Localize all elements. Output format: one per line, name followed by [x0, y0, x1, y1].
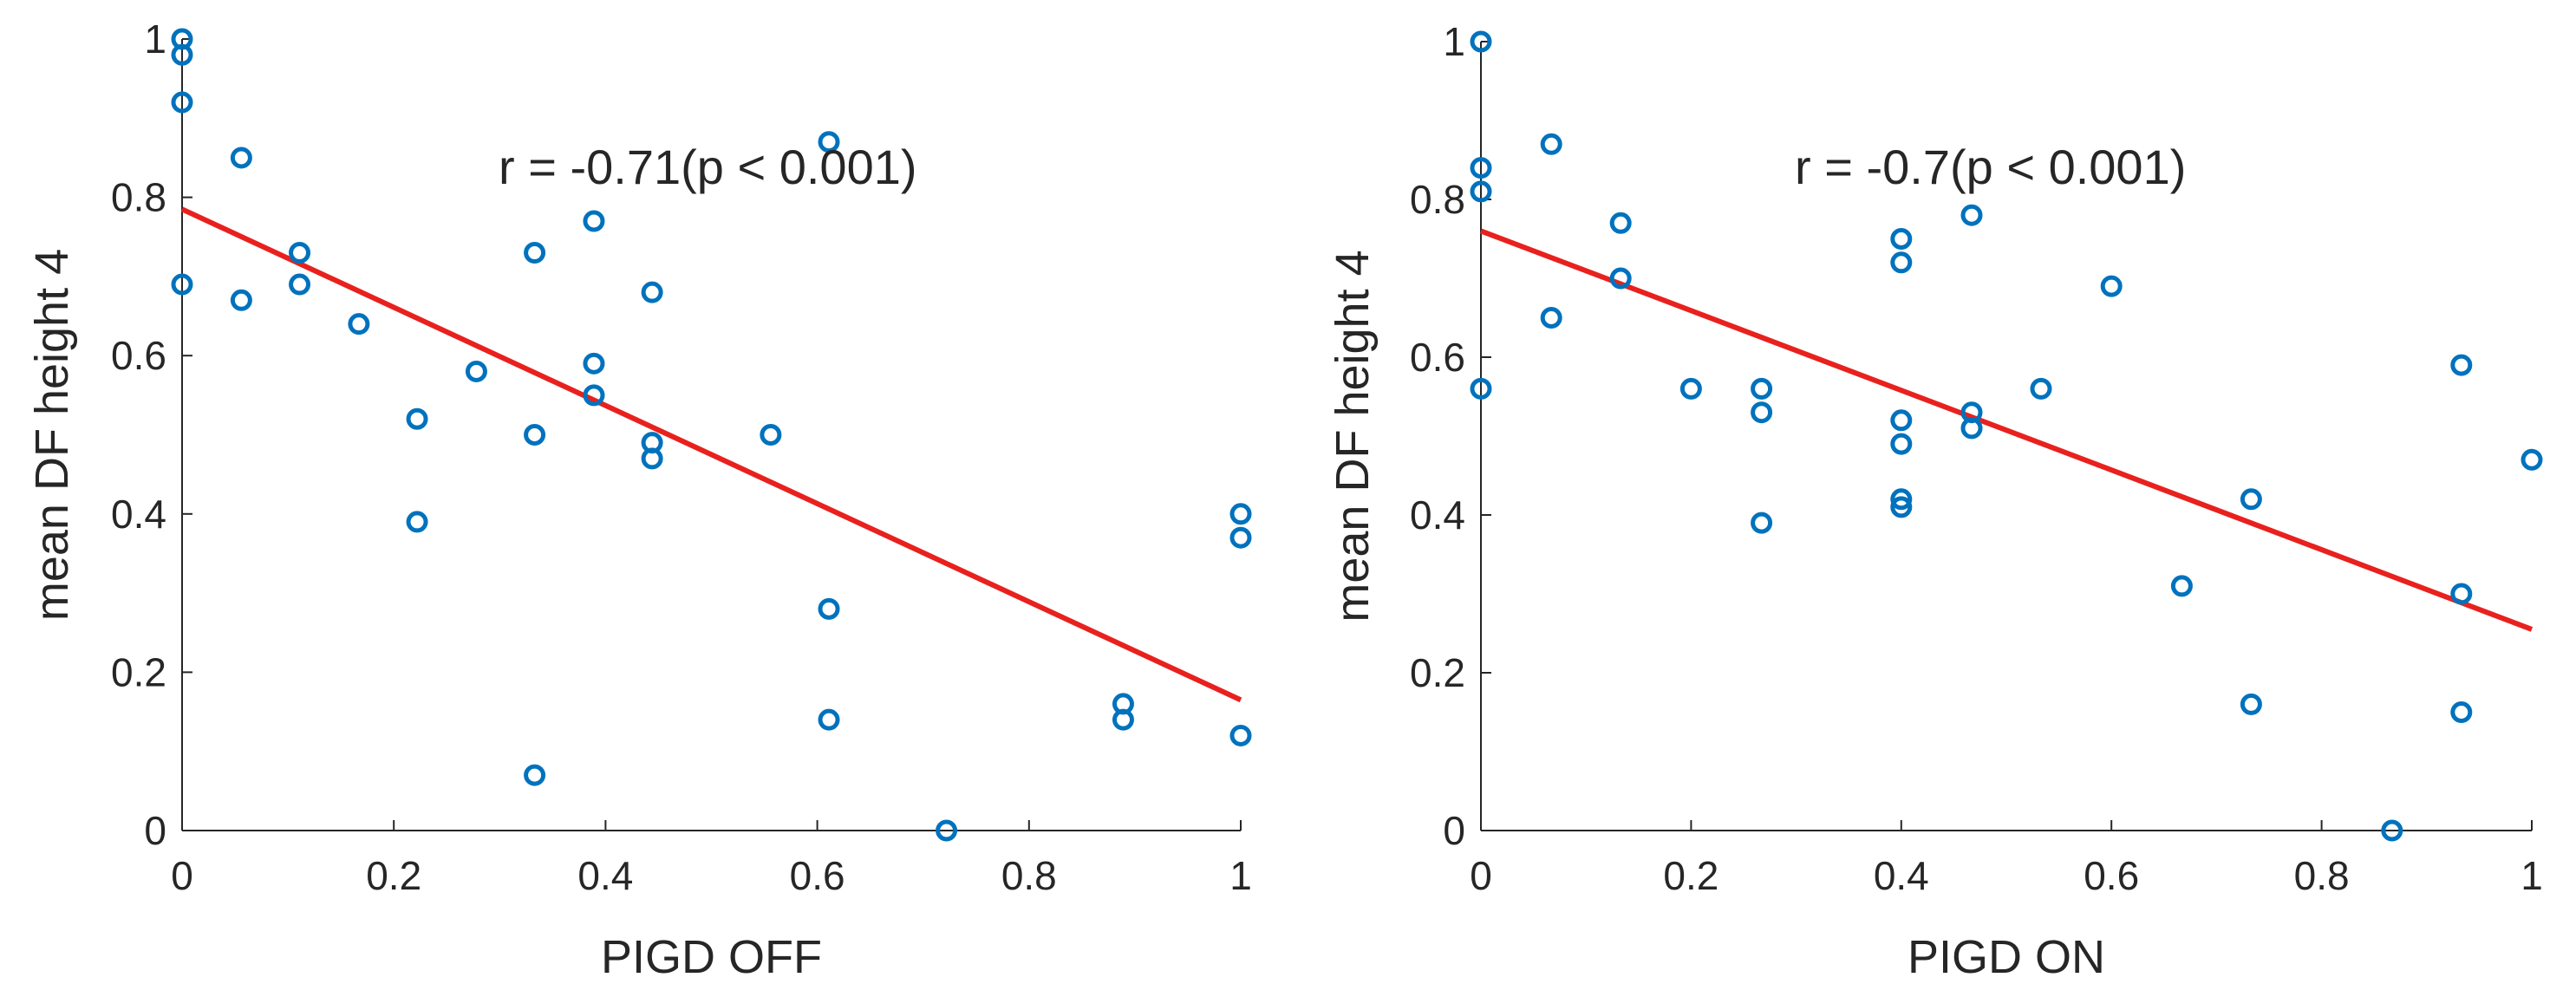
scatter-point	[2240, 488, 2262, 511]
scatter-point	[1112, 708, 1134, 731]
scatter-point	[1540, 307, 1562, 329]
y-tick-label: 0.8	[1410, 177, 1465, 222]
scatter-point	[2450, 701, 2473, 723]
scatter-point	[641, 281, 663, 303]
x-tick-label: 0.6	[2084, 853, 2139, 898]
scatter-point	[760, 424, 782, 446]
scatter-point	[524, 764, 546, 786]
scatter-point	[1751, 401, 1773, 424]
scatter-point	[583, 352, 605, 375]
y-tick-label: 0.8	[111, 175, 166, 220]
x-tick-label: 1	[1229, 853, 1252, 898]
scatter-point	[2450, 354, 2473, 376]
scatter-point	[230, 289, 252, 311]
scatter-point	[1540, 133, 1562, 155]
x-tick-label: 0.8	[1001, 853, 1057, 898]
scatter-point	[641, 447, 663, 470]
scatter-point	[465, 360, 487, 382]
scatter-point	[2521, 448, 2543, 471]
scatter-point	[1751, 377, 1773, 400]
scatter-point	[1470, 180, 1492, 203]
x-axis-label: PIGD OFF	[601, 931, 822, 983]
scatter-point	[1229, 724, 1252, 746]
scatter-point	[2240, 693, 2262, 715]
y-tick-label: 0	[144, 808, 166, 853]
scatter-point	[289, 273, 311, 296]
y-tick-label: 0.6	[1410, 335, 1465, 380]
scatter-panel-pigd-off: 0 0.2 0.4 0.6 0.8 1 0 0.2 0.4 0.6 0.8 1 r = -0.71(p …	[26, 16, 1252, 983]
scatter-point	[171, 43, 193, 66]
x-axis-label: PIGD ON	[1908, 931, 2105, 983]
x-tick-label: 0.8	[2294, 853, 2350, 898]
y-axis-label: mean DF height 4	[1327, 250, 1379, 622]
scatter-point	[1229, 526, 1252, 549]
scatter-point	[1609, 212, 1632, 234]
scatter-point	[2030, 377, 2052, 400]
scatter-point	[1890, 409, 1913, 432]
scatter-point	[583, 210, 605, 232]
x-tick-label: 1	[2521, 853, 2543, 898]
x-tick-label: 0.2	[1663, 853, 1718, 898]
y-tick-label: 0.4	[1410, 492, 1465, 538]
scatter-point	[1470, 30, 1492, 53]
regression-line	[180, 206, 1242, 703]
scatter-point	[1890, 496, 1913, 518]
scatter-point	[1679, 377, 1702, 400]
scatter-point	[1890, 433, 1913, 455]
x-tick-label: 0.4	[1874, 853, 1929, 898]
x-tick-label: 0.4	[577, 853, 633, 898]
y-tick-label: 0.6	[111, 333, 166, 378]
scatter-point	[289, 242, 311, 264]
scatter-point	[2100, 275, 2123, 297]
scatter-point	[818, 131, 840, 153]
scatter-point	[171, 273, 193, 296]
scatter-point	[2170, 575, 2193, 597]
scatter-point	[1470, 377, 1492, 400]
y-tick-label: 1	[1443, 19, 1465, 64]
scatter-point	[524, 242, 546, 264]
y-tick-label: 0.2	[111, 649, 166, 694]
scatter-point	[1890, 488, 1913, 511]
scatter-point	[406, 511, 428, 533]
x-tick-label: 0.6	[790, 853, 845, 898]
scatter-point	[230, 147, 252, 169]
x-tick-label: 0	[1470, 853, 1492, 898]
scatter-point	[1609, 267, 1632, 290]
y-tick-label: 0.4	[111, 492, 166, 537]
y-tick-label: 1	[144, 16, 166, 62]
regression-line	[1479, 228, 2534, 632]
y-axis-label: mean DF height 4	[26, 249, 78, 621]
scatter-panel-pigd-on: 0 0.2 0.4 0.6 0.8 1 0 0.2 0.4 0.6 0.8 1 r = -0.7(p <…	[1327, 19, 2543, 983]
y-tick-label: 0.2	[1410, 650, 1465, 695]
scatter-point	[1890, 251, 1913, 274]
scatter-point	[1960, 417, 1983, 440]
x-tick-label: 0	[171, 853, 193, 898]
scatter-point	[818, 708, 840, 731]
scatter-point	[171, 91, 193, 114]
scatter-point	[818, 597, 840, 620]
scatter-point	[583, 384, 605, 407]
scatter-point	[524, 424, 546, 446]
scatter-point	[2381, 819, 2403, 842]
scatter-point	[2450, 583, 2473, 605]
scatter-point	[406, 407, 428, 430]
x-tick-label: 0.2	[366, 853, 421, 898]
scatter-point	[936, 819, 958, 842]
correlation-annotation: r = -0.7(p < 0.001)	[1795, 140, 2186, 194]
scatter-point	[348, 313, 370, 336]
scatter-point	[1470, 157, 1492, 179]
y-tick-label: 0	[1443, 808, 1465, 853]
scatter-point	[1960, 204, 1983, 226]
scatter-point	[1890, 228, 1913, 250]
scatter-point	[1751, 512, 1773, 534]
scatter-point	[1229, 503, 1252, 525]
correlation-annotation: r = -0.71(p < 0.001)	[499, 140, 917, 194]
